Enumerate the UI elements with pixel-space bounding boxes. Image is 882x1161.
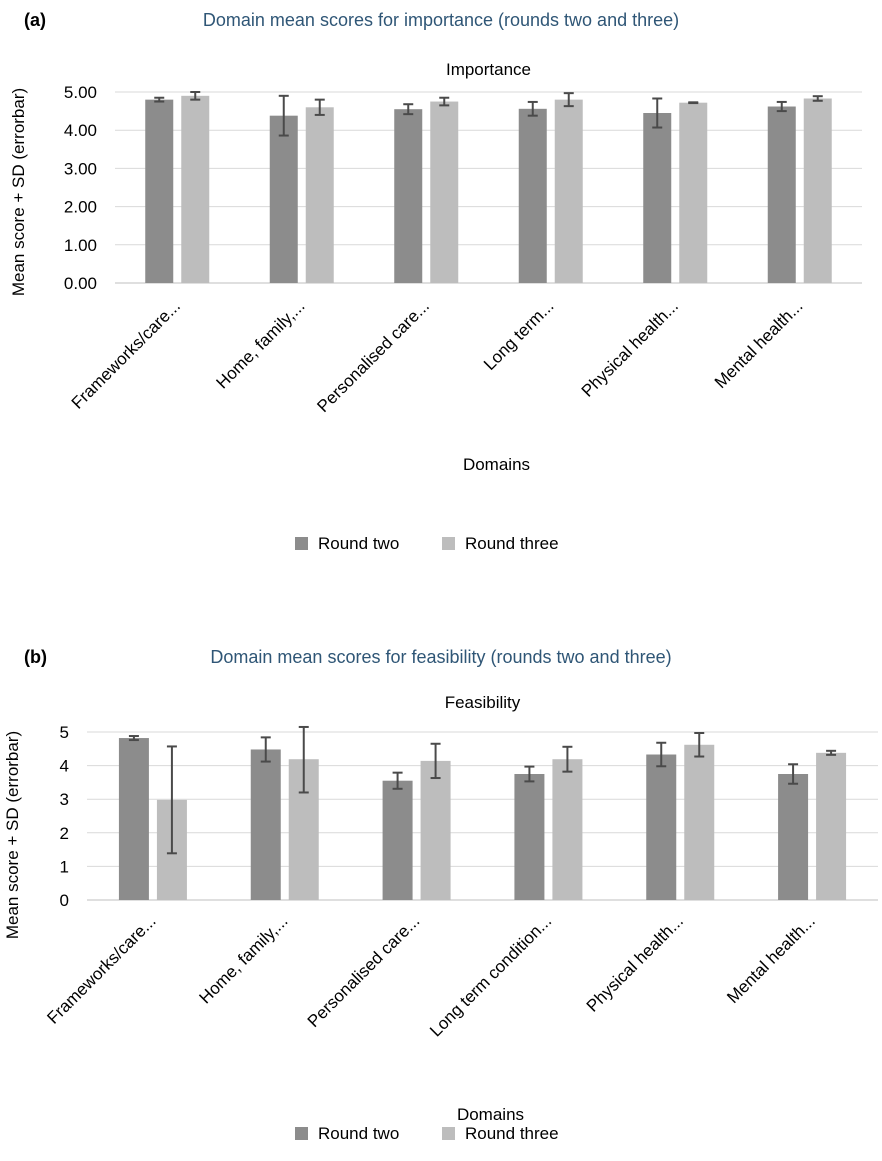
x-category-label: Mental health... [711,296,807,392]
round-three-bar [554,99,583,283]
round-two-bar [269,115,298,284]
y-tick-label: 3 [60,790,69,809]
round-two-bar [382,780,413,900]
round-three-bar [420,760,451,900]
panel-label: (a) [24,10,46,30]
x-category-label: Frameworks/care... [68,296,184,412]
importance-bar-chart: Importance 0.00 1.00 2.00 3.00 4.00 5.00 Framew… [9,60,862,553]
x-axis-title: Domains [463,455,530,474]
importance-chart-panel: (a) Domain mean scores for importance (r… [0,0,882,580]
x-category-label: Frameworks/care... [43,911,159,1027]
round-two-bar [145,99,174,283]
x-category-label: Mental health... [723,911,819,1007]
legend-swatch-round-three [442,1127,455,1140]
y-tick-label: 5 [60,723,69,742]
y-tick-label: 0.00 [64,274,97,293]
legend-label-round-three: Round three [465,1124,559,1143]
round-three-bar [803,98,832,283]
x-category-label: Long term... [480,296,558,374]
x-category-label: Personalised care... [313,296,433,416]
round-two-bar [518,108,547,283]
y-tick-label: 2 [60,824,69,843]
y-tick-label: 3.00 [64,159,97,178]
legend-label-round-two: Round two [318,1124,399,1143]
round-two-bar [767,106,796,284]
x-category-label: Physical health... [578,296,682,400]
legend-swatch-round-three [442,537,455,550]
round-three-bar [684,744,715,900]
y-tick-label: 5.00 [64,83,97,102]
x-category-label: Personalised care... [304,911,424,1031]
y-axis-title: Mean score + SD (errorbar) [9,88,28,296]
y-tick-label: 2.00 [64,198,97,217]
x-category-label: Home, family,... [196,911,292,1007]
round-three-bar [430,101,459,283]
y-tick-label: 0 [60,891,69,910]
x-category-label: Physical health... [583,911,687,1015]
feasibility-chart-panel: (b) Domain mean scores for feasibility (… [0,630,882,1161]
round-two-bar [643,113,672,283]
panel-label: (b) [24,647,47,667]
y-tick-label: 1.00 [64,236,97,255]
round-two-bar [250,749,281,900]
chart-title: Importance [446,60,531,79]
y-tick-label: 4 [60,757,69,776]
x-category-label: Home, family,... [213,296,309,392]
y-tick-label: 4.00 [64,121,97,140]
round-two-bar [778,774,809,900]
legend-label-round-three: Round three [465,534,559,553]
round-two-bar [514,774,545,900]
round-three-bar [552,759,583,900]
round-three-bar [816,752,847,900]
round-two-bar [394,109,423,283]
legend-label-round-two: Round two [318,534,399,553]
figure-title: Domain mean scores for importance (round… [202,10,680,30]
round-three-bar [305,107,334,283]
y-tick-label: 1 [60,857,69,876]
round-three-bar [679,102,708,283]
round-three-bar [181,95,210,283]
y-axis-title: Mean score + SD (errorbar) [3,731,22,939]
x-category-label: Long term condition... [426,911,555,1040]
chart-title: Feasibility [445,693,521,712]
feasibility-bar-chart: Feasibility 0 1 2 3 4 5 Frameworks/care... Home,… [3,693,878,1143]
round-two-bar [118,738,149,900]
legend-swatch-round-two [295,537,308,550]
round-two-bar [646,754,677,900]
x-axis-title: Domains [457,1105,524,1124]
legend-swatch-round-two [295,1127,308,1140]
figure-title: Domain mean scores for feasibility (roun… [210,647,672,667]
